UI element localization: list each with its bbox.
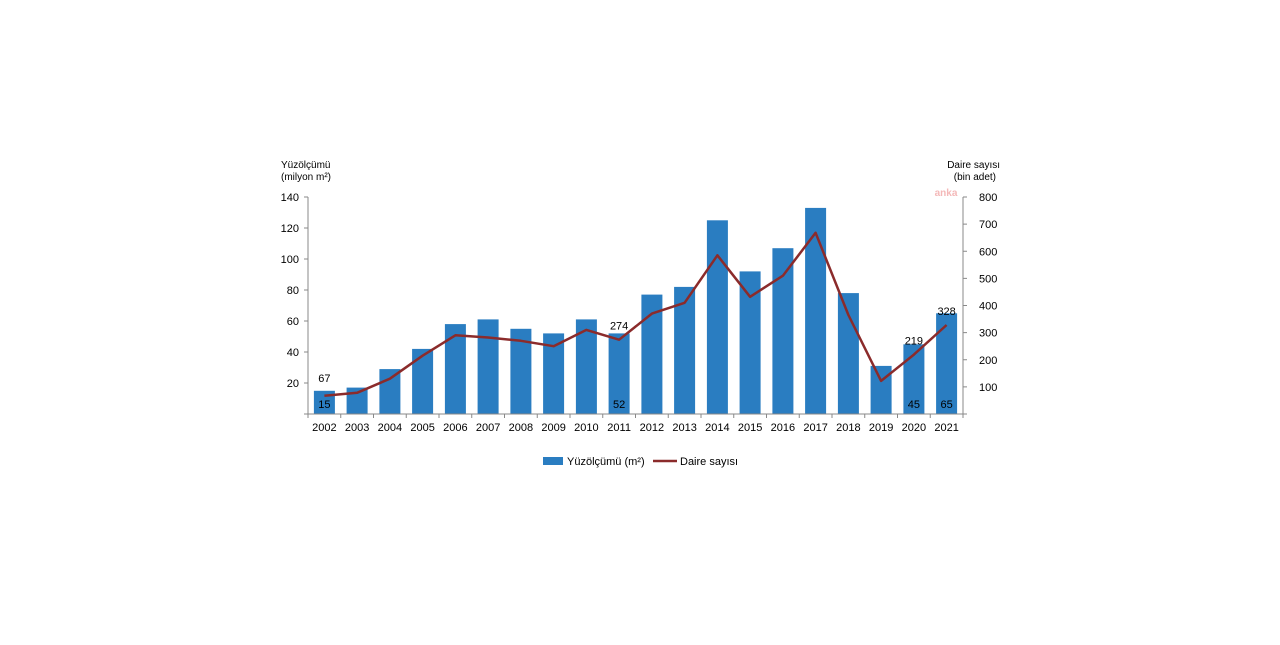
left-axis-title-line1: Yüzölçümü: [281, 160, 330, 171]
x-tick-label-2002: 2002: [312, 422, 336, 434]
left-tick-label: 60: [287, 316, 299, 328]
legend: Yüzölçümü (m²) Daire sayısı: [543, 456, 738, 468]
x-tick-label-2009: 2009: [541, 422, 565, 434]
bar-2012: [641, 294, 663, 414]
bar-2005: [412, 348, 434, 414]
line-value-label-2011: 274: [610, 321, 628, 333]
x-tick-label-2018: 2018: [836, 422, 860, 434]
line-value-label-2020: 219: [905, 336, 923, 348]
bar-2014: [706, 220, 728, 415]
right-tick-label: 200: [979, 355, 997, 367]
bar-2018: [837, 293, 859, 414]
x-tick-label-2007: 2007: [476, 422, 500, 434]
x-tick-label-2010: 2010: [574, 422, 598, 434]
right-tick-label: 100: [979, 382, 997, 394]
ticks-layer: 20 40 60 80 100 120 140 100 200 300 400 500 600 700 80…: [281, 192, 998, 434]
left-tick-label: 120: [281, 223, 299, 235]
x-tick-label-2016: 2016: [771, 422, 795, 434]
bar-2008: [510, 328, 532, 415]
bar-2021: [936, 313, 958, 415]
bar-2004: [379, 369, 401, 414]
bar-2019: [870, 365, 892, 414]
bars-layer: [313, 207, 958, 415]
left-tick-label: 20: [287, 378, 299, 390]
line-layer: [324, 231, 948, 398]
bar-2002: [313, 390, 335, 415]
line-value-label-2021: 328: [937, 306, 955, 318]
legend-line-label: Daire sayısı: [680, 456, 738, 468]
x-tick-label-2015: 2015: [738, 422, 762, 434]
left-tick-label: 100: [281, 254, 299, 266]
left-tick-label: 80: [287, 285, 299, 297]
bar-2015: [739, 271, 761, 414]
bar-2006: [444, 324, 466, 414]
right-axis-title-line2: (bin adet): [954, 172, 996, 183]
x-tick-label-2008: 2008: [509, 422, 533, 434]
left-axis-title-line2: (milyon m²): [281, 172, 331, 183]
right-tick-label: 300: [979, 328, 997, 340]
bar-2009: [543, 333, 565, 414]
right-tick-label: 500: [979, 273, 997, 285]
right-tick-label: 600: [979, 246, 997, 258]
x-tick-label-2017: 2017: [803, 422, 827, 434]
bar-value-label-2020: 45: [908, 399, 920, 411]
x-tick-label-2006: 2006: [443, 422, 467, 434]
bar-2020: [903, 344, 925, 415]
bar-2007: [477, 319, 499, 414]
bar-2011: [608, 333, 630, 414]
right-axis-title-line1: Daire sayısı: [947, 160, 1000, 171]
x-tick-label-2020: 2020: [902, 422, 926, 434]
x-tick-label-2021: 2021: [934, 422, 958, 434]
left-tick-label: 140: [281, 192, 299, 204]
right-tick-label: 400: [979, 301, 997, 313]
data-labels-layer: 15 52 45 65 67 274 219 328: [318, 306, 956, 411]
line-value-label-2002: 67: [318, 373, 330, 385]
legend-bar-swatch: [543, 457, 563, 465]
x-tick-label-2011: 2011: [607, 422, 631, 434]
x-tick-label-2005: 2005: [410, 422, 434, 434]
bar-2010: [575, 319, 597, 414]
watermark-text: anka: [935, 188, 958, 199]
legend-bar-label: Yüzölçümü (m²): [567, 456, 645, 468]
x-tick-label-2014: 2014: [705, 422, 729, 434]
left-tick-label: 40: [287, 347, 299, 359]
x-tick-label-2012: 2012: [640, 422, 664, 434]
right-tick-label: 800: [979, 192, 997, 204]
bar-2017: [805, 207, 827, 414]
bar-2013: [674, 286, 696, 414]
right-tick-label: 700: [979, 219, 997, 231]
bar-value-label-2002: 15: [318, 399, 330, 411]
x-tick-label-2004: 2004: [378, 422, 402, 434]
bar-value-label-2011: 52: [613, 399, 625, 411]
bar-value-label-2021: 65: [941, 399, 953, 411]
x-tick-label-2003: 2003: [345, 422, 369, 434]
axes-layer: [307, 197, 964, 415]
bar-2016: [772, 248, 794, 414]
x-tick-label-2013: 2013: [672, 422, 696, 434]
x-tick-label-2019: 2019: [869, 422, 893, 434]
line-series-daire-sayisi: [324, 231, 948, 398]
